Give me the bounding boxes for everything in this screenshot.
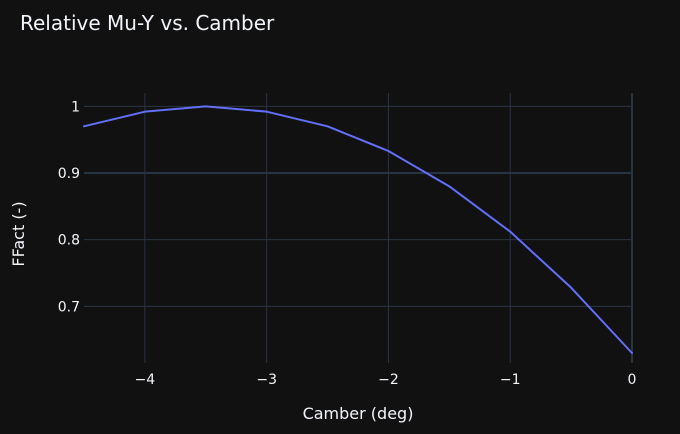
data-point	[448, 185, 450, 187]
grid-layer	[84, 93, 633, 363]
x-axis-title: Camber (deg)	[303, 404, 414, 423]
y-axis-title: FFact (-)	[9, 201, 28, 266]
data-point	[570, 287, 572, 289]
data-point	[205, 105, 207, 107]
y-tick-label: 0.7	[58, 299, 80, 315]
data-point	[144, 111, 146, 113]
data-point	[327, 125, 329, 127]
x-tick-label: 0	[628, 372, 637, 388]
x-tick-label: −2	[378, 372, 399, 388]
data-point	[631, 352, 633, 354]
y-tick-label: 1	[71, 99, 80, 115]
data-point	[509, 231, 511, 233]
chart-title: Relative Mu-Y vs. Camber	[20, 11, 275, 35]
series-layer	[83, 105, 633, 354]
data-point	[387, 150, 389, 152]
data-point	[266, 111, 268, 113]
y-tick-label: 0.9	[58, 166, 80, 182]
x-tick-label: −3	[256, 372, 277, 388]
tick-layer: −4 −3 −2 −1 0 0.7 0.8 0.9 1	[58, 99, 637, 388]
series-line	[83, 105, 633, 354]
data-point	[83, 125, 85, 127]
x-tick-label: −1	[500, 372, 521, 388]
x-tick-label: −4	[135, 372, 156, 388]
y-tick-label: 0.8	[58, 233, 80, 249]
